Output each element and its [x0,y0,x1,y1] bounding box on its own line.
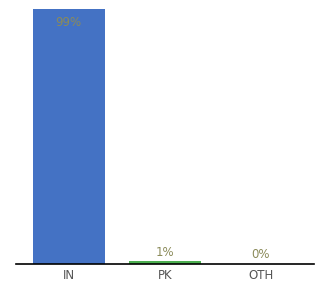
Bar [33,9,105,264]
Text: 99%: 99% [56,16,82,29]
Text: 1%: 1% [156,246,174,259]
Bar [129,261,201,264]
Text: 0%: 0% [252,248,270,261]
